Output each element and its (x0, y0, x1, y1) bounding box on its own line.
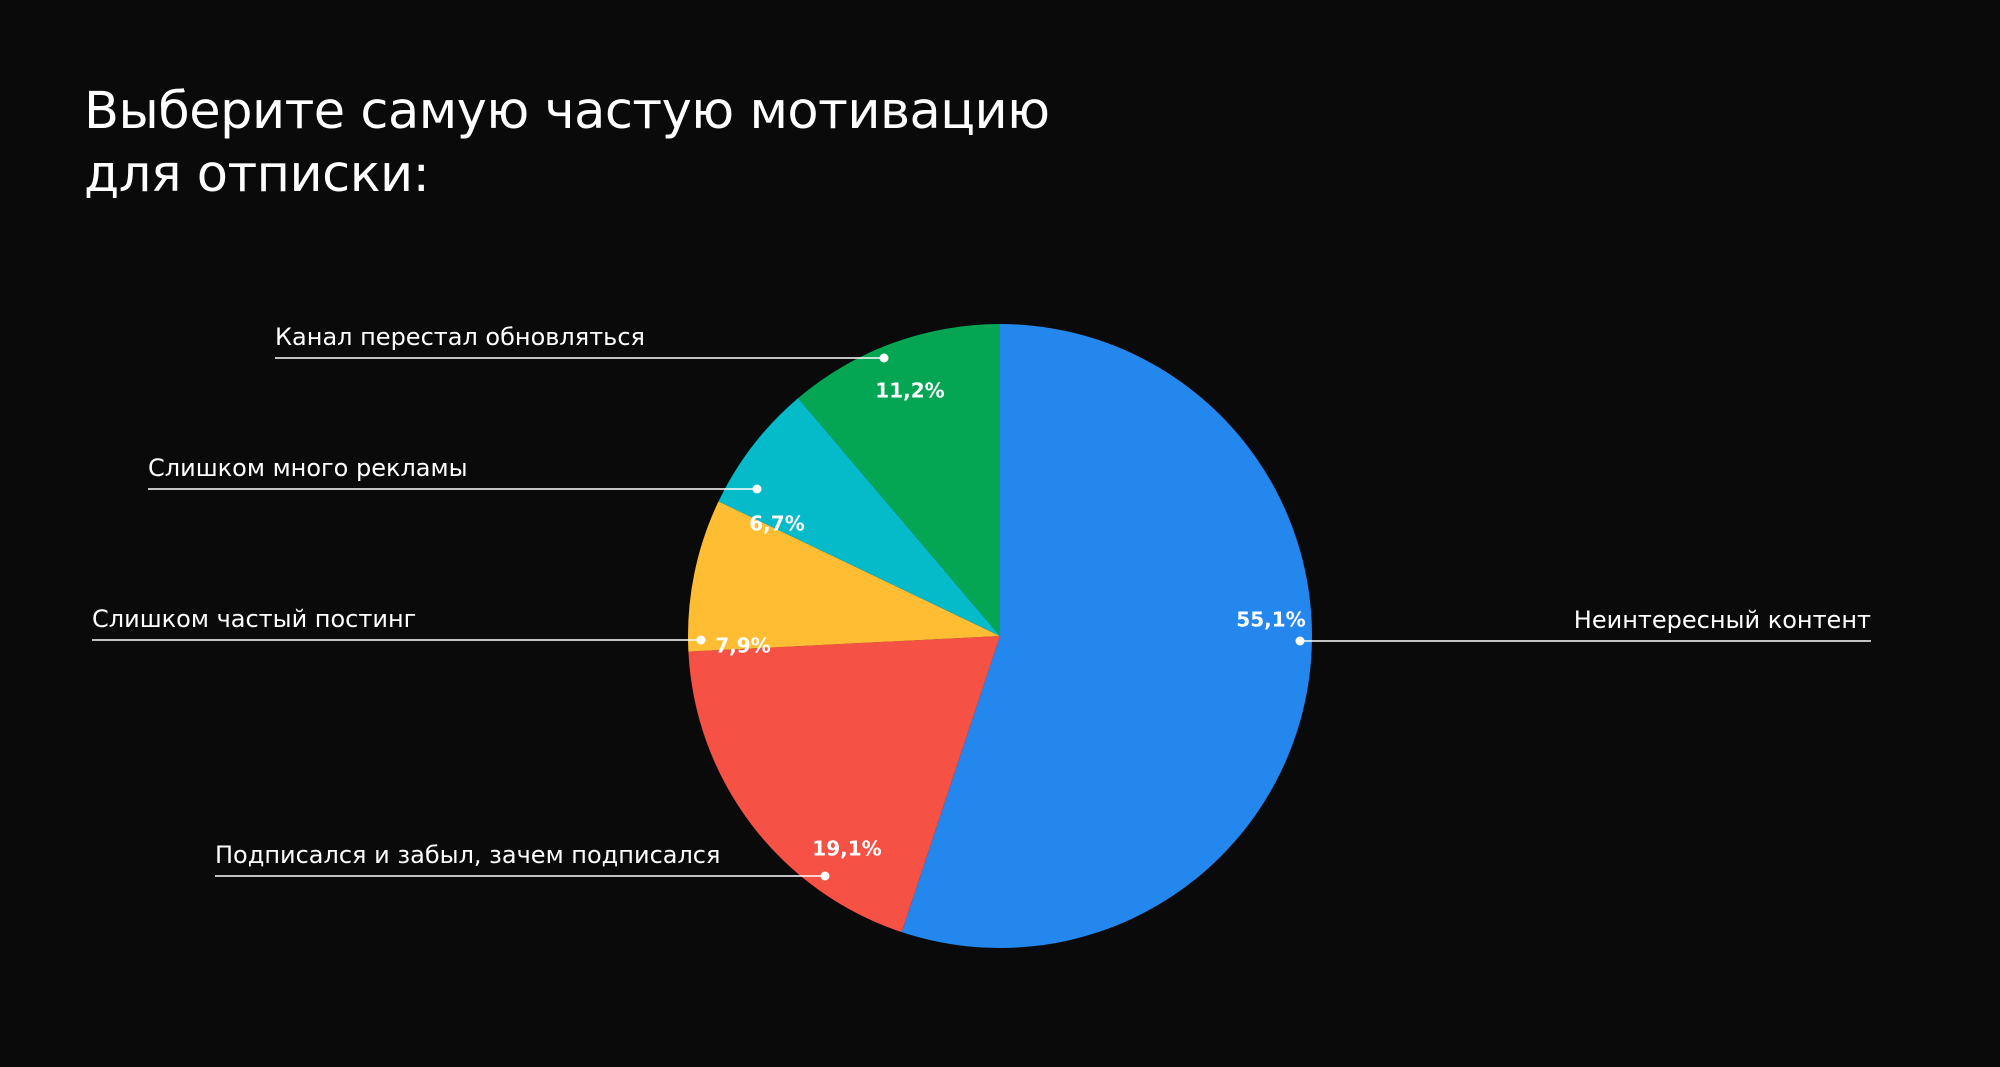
leader-dot (696, 635, 706, 645)
pie-slice (901, 324, 1312, 949)
pie-annotations: Неинтересный контент 55,1% Подписался и за… (92, 323, 1871, 881)
pie-slice (687, 501, 1000, 652)
leader-dot (820, 871, 830, 881)
value-label: 7,9% (715, 634, 770, 658)
leader-dot (879, 353, 889, 363)
value-label: 19,1% (812, 837, 881, 861)
pie-slice (798, 324, 1000, 636)
chart-title-line-1: Выберите самую частую мотивацию (84, 82, 1050, 141)
value-label: 55,1% (1236, 608, 1305, 632)
slice-annotation: Слишком частый постинг 7,9% (92, 605, 771, 658)
pie-slices (687, 324, 1312, 949)
chart-title-line-2: для отписки: (84, 145, 430, 204)
pie-slice (688, 636, 1000, 933)
category-label: Слишком частый постинг (92, 605, 416, 633)
leader-dot (752, 484, 762, 494)
slice-annotation: Канал перестал обновляться 11,2% (275, 323, 945, 403)
pie-slice (718, 398, 1000, 636)
slice-annotation: Слишком много рекламы 6,7% (148, 454, 805, 536)
slice-annotation: Неинтересный контент 55,1% (1236, 606, 1871, 646)
value-label: 6,7% (749, 512, 804, 536)
category-label: Канал перестал обновляться (275, 323, 645, 351)
value-label: 11,2% (875, 379, 944, 403)
leader-dot (1295, 636, 1305, 646)
slice-annotation: Подписался и забыл, зачем подписался 19,1… (215, 837, 882, 881)
category-label: Подписался и забыл, зачем подписался (215, 841, 720, 869)
category-label: Слишком много рекламы (148, 454, 468, 482)
category-label: Неинтересный контент (1574, 606, 1871, 634)
chart-title: Выберите самую частую мотивацию для отпи… (84, 80, 1084, 206)
